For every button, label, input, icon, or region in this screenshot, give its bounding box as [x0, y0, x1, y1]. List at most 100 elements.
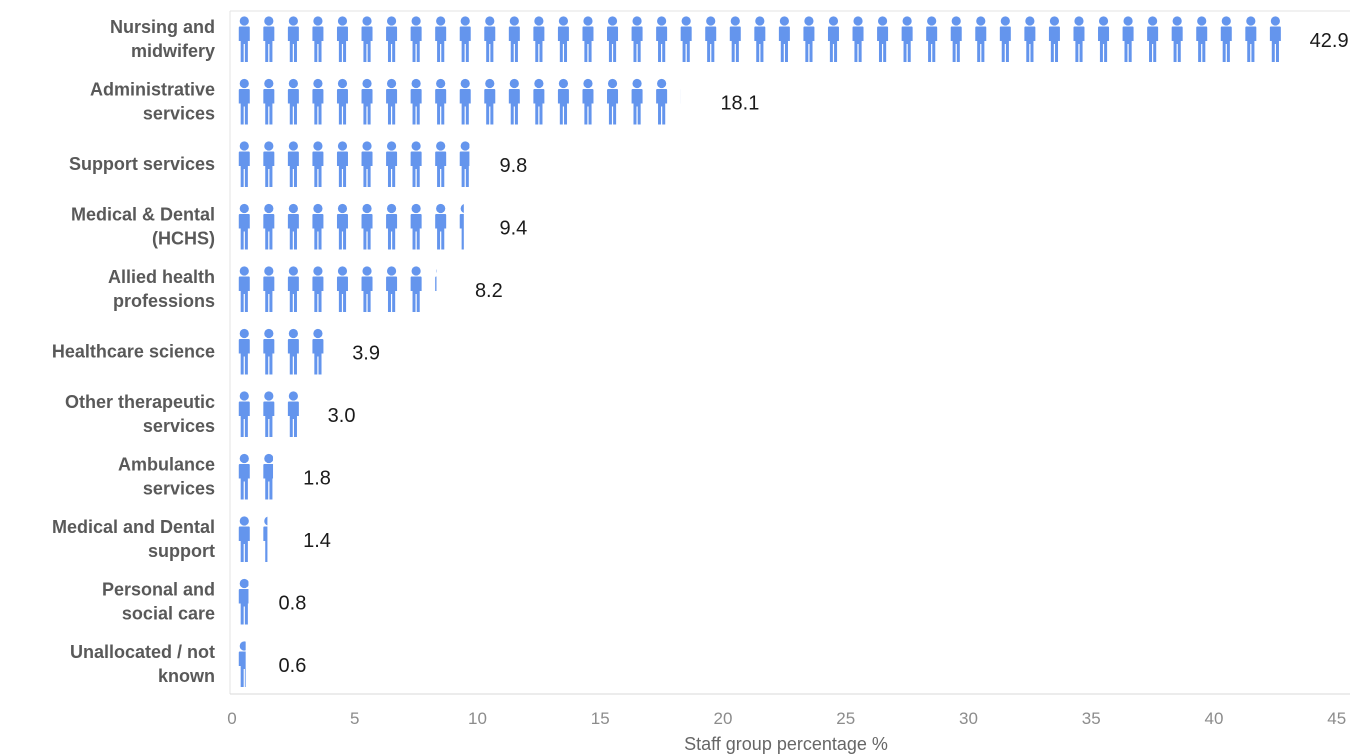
person-icon [827, 16, 839, 62]
person-icon [607, 78, 619, 125]
person-icon [410, 203, 422, 250]
person-icon [582, 78, 594, 125]
person-icon [287, 266, 299, 312]
person-icon [484, 78, 496, 125]
person-icon [877, 16, 889, 62]
person-icon [459, 141, 470, 187]
person-icon [263, 266, 275, 312]
person-icon [263, 328, 275, 375]
person-icon [238, 578, 249, 625]
value-label: 3.0 [328, 405, 356, 427]
person-icon [975, 16, 987, 62]
person-icon [435, 141, 447, 187]
person-icon [1196, 16, 1208, 62]
pictogram-bar [238, 453, 274, 500]
person-icon [582, 16, 594, 62]
value-label: 0.8 [279, 593, 307, 615]
person-icon [901, 16, 913, 62]
pictogram-bar [238, 516, 268, 562]
person-icon [459, 203, 464, 250]
person-icon [778, 16, 790, 62]
person-icon [361, 203, 373, 250]
value-label: 18.1 [720, 93, 759, 115]
person-icon [287, 16, 299, 62]
x-axis-ticks: 0 5 10 15 20 25 30 35 40 45 [227, 709, 1346, 728]
person-icon [656, 16, 668, 62]
person-icon [459, 16, 471, 62]
person-icon [312, 328, 324, 375]
person-icon [238, 203, 250, 250]
x-tick-label: 0 [227, 709, 236, 728]
person-icon [238, 141, 250, 187]
x-tick-label: 15 [591, 709, 610, 728]
person-icon [336, 141, 348, 187]
person-icon [287, 141, 299, 187]
person-icon [999, 16, 1011, 62]
person-icon [950, 16, 962, 62]
pictogram-bar [238, 203, 464, 250]
person-icon [631, 78, 643, 125]
person-icon [533, 16, 545, 62]
category-label: Healthcare science [52, 342, 215, 362]
person-icon [803, 16, 815, 62]
person-icon [557, 78, 569, 125]
pictogram-bar [238, 641, 246, 687]
category-labels: Nursing and midwifery Administrative servic… [52, 17, 215, 686]
category-label: Support services [69, 154, 215, 174]
person-icon [386, 141, 398, 187]
category-label: Other therapeutic services [65, 392, 215, 436]
value-label: 8.2 [475, 280, 503, 302]
person-icon [238, 16, 250, 62]
person-icon [386, 16, 398, 62]
person-icon [1048, 16, 1060, 62]
person-icon [656, 78, 668, 125]
person-icon [484, 16, 496, 62]
category-label: Nursing and midwifery [110, 17, 215, 61]
person-icon [1024, 16, 1036, 62]
person-icon [435, 266, 437, 312]
person-icon [336, 78, 348, 125]
person-icon [705, 16, 717, 62]
value-label: 9.4 [500, 218, 528, 240]
pictogram-bar [238, 328, 324, 375]
person-icon [410, 266, 422, 312]
person-icon [263, 78, 275, 125]
person-icon [410, 16, 422, 62]
person-icon [557, 16, 569, 62]
category-label: Unallocated / not known [70, 642, 215, 686]
person-icon [238, 516, 250, 562]
person-icon [435, 16, 447, 62]
category-label: Medical and Dental support [52, 517, 215, 561]
value-labels: 42.9 18.1 9.8 9.4 8.2 3.9 3.0 1.8 1.4 0.8 0.6 [279, 30, 1349, 677]
person-icon [287, 391, 299, 437]
person-icon [361, 141, 373, 187]
person-icon [729, 16, 741, 62]
person-icon [287, 203, 299, 250]
person-icon [681, 79, 692, 125]
person-icon [1220, 16, 1232, 62]
x-tick-label: 20 [714, 709, 733, 728]
category-label: Medical & Dental (HCHS) [71, 205, 215, 249]
person-icon [361, 266, 373, 312]
person-icon [386, 203, 398, 250]
pictogram-bar [238, 391, 299, 437]
person-icon [238, 453, 250, 500]
pictogram-bar [238, 16, 1281, 62]
value-label: 3.9 [352, 343, 380, 365]
x-tick-label: 25 [836, 709, 855, 728]
pictogram-bar [238, 266, 437, 312]
person-icon [263, 516, 268, 562]
person-icon [238, 78, 250, 125]
x-tick-label: 40 [1205, 709, 1224, 728]
person-icon [263, 391, 275, 437]
person-icon [435, 203, 447, 250]
person-icon [1269, 16, 1281, 62]
person-icon [1122, 16, 1134, 62]
person-icon [852, 16, 864, 62]
person-icon [410, 141, 422, 187]
person-icon [459, 78, 471, 125]
pictogram-bar [238, 78, 692, 125]
person-icon [263, 141, 275, 187]
person-icon [312, 141, 324, 187]
person-icon [312, 203, 324, 250]
